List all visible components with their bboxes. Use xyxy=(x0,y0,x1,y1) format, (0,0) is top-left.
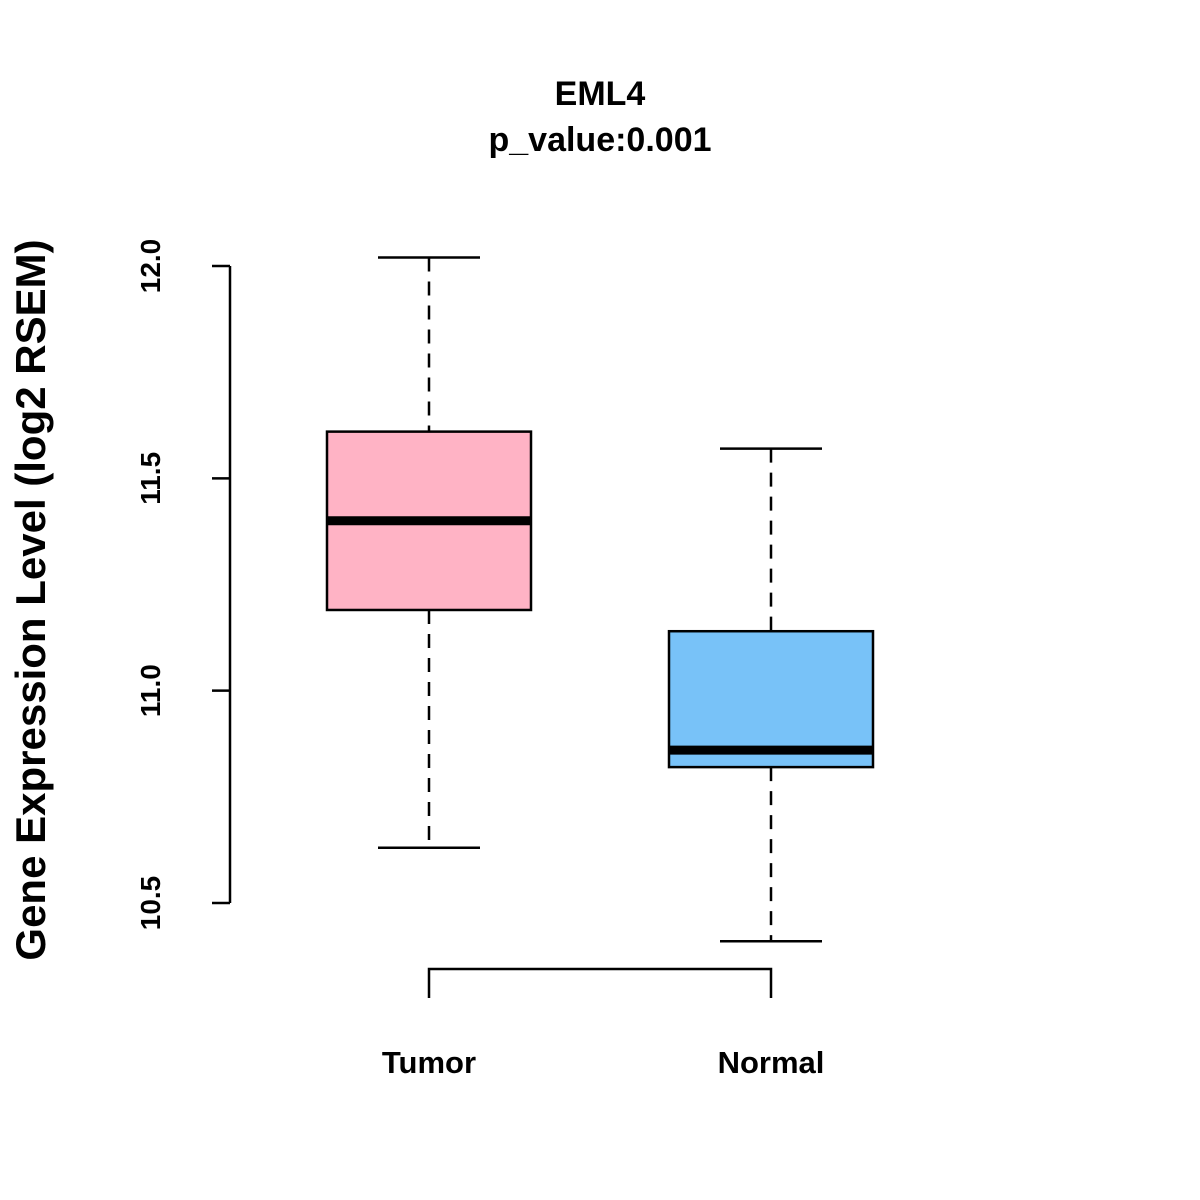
y-tick-label: 11.5 xyxy=(135,452,166,505)
box-tumor xyxy=(325,256,533,850)
x-category-label: Normal xyxy=(718,1045,825,1080)
y-axis-label: Gene Expression Level (log2 RSEM) xyxy=(7,239,54,960)
y-tick-label: 10.5 xyxy=(135,876,166,931)
significance-bracket xyxy=(427,967,773,998)
chart-subtitle: p_value:0.001 xyxy=(488,121,711,159)
boxes xyxy=(325,256,875,998)
x-category-label: Tumor xyxy=(382,1045,476,1080)
y-tick-label: 11.0 xyxy=(135,664,166,717)
x-axis-labels: Tumor Normal xyxy=(382,1045,824,1080)
iqr-box xyxy=(667,629,875,769)
box-normal xyxy=(667,447,875,943)
y-tick-label: 12.0 xyxy=(135,239,166,294)
chart-title: EML4 xyxy=(555,75,646,113)
y-axis: 10.5 11.0 11.5 12.0 xyxy=(135,239,232,931)
